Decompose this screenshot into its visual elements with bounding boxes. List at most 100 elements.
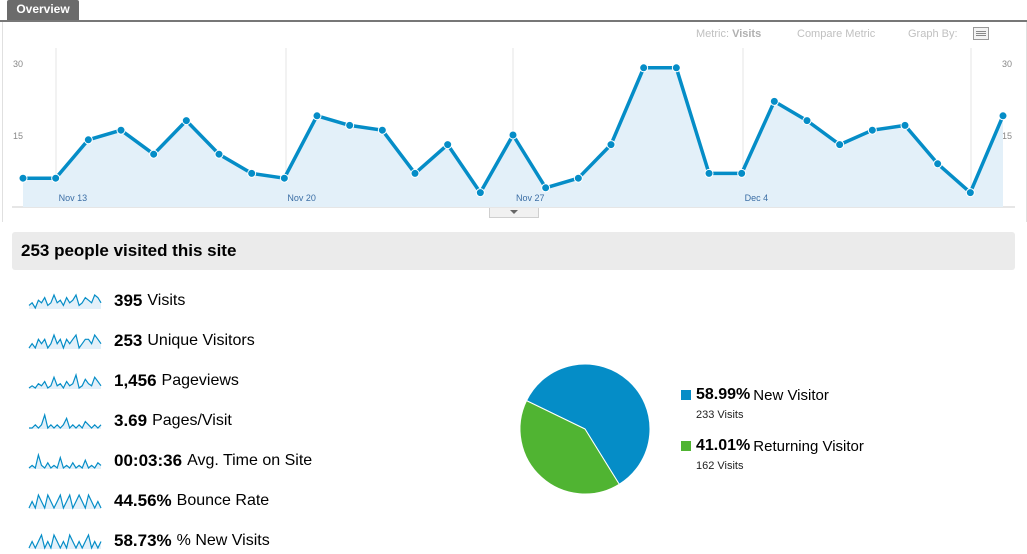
chart-point bbox=[443, 140, 453, 150]
sparkline bbox=[28, 493, 102, 510]
metric-value: 44.56% bbox=[114, 491, 172, 510]
chart-point bbox=[867, 125, 877, 135]
chart-point bbox=[149, 149, 159, 159]
metric-row: 1,456 Pageviews bbox=[28, 370, 239, 392]
sparkline bbox=[28, 452, 102, 470]
chart-point bbox=[83, 135, 93, 145]
summary-title: 253 people visited this site bbox=[12, 232, 1015, 270]
sparkline-fill bbox=[29, 375, 101, 389]
chart-point bbox=[835, 140, 845, 150]
sparkline bbox=[28, 333, 102, 350]
legend-visits: 233 Visits bbox=[696, 409, 744, 422]
metric-row: 3.69 Pages/Visit bbox=[28, 410, 232, 432]
x-tick-label: Nov 20 bbox=[287, 193, 316, 203]
sparkline-fill bbox=[29, 455, 101, 469]
metric-value: 58.73% bbox=[114, 531, 172, 550]
metric-selector[interactable]: Metric: Visits bbox=[696, 28, 761, 40]
chart-point bbox=[475, 188, 485, 198]
y-tick-label: 30 bbox=[13, 59, 23, 69]
graph-by-label: Graph By: bbox=[908, 28, 958, 40]
y-tick-label: 15 bbox=[13, 131, 23, 141]
metric-value: 00:03:36 bbox=[114, 451, 183, 470]
metric-label[interactable]: Visits bbox=[147, 292, 186, 309]
legend-visits: 162 Visits bbox=[696, 460, 744, 473]
sparkline-line bbox=[28, 493, 102, 510]
chart-point bbox=[704, 168, 714, 178]
chart-point bbox=[802, 116, 812, 126]
chart-point bbox=[900, 120, 910, 130]
tab-overview[interactable]: Overview bbox=[7, 0, 79, 20]
x-tick-label: Nov 13 bbox=[59, 193, 88, 203]
chart-point bbox=[279, 173, 289, 183]
x-tick-label: Nov 27 bbox=[516, 193, 545, 203]
metric-label[interactable]: Bounce Rate bbox=[176, 492, 270, 509]
chart-point bbox=[181, 116, 191, 126]
chart-point bbox=[410, 168, 420, 178]
y-tick-label-right: 15 bbox=[1002, 131, 1012, 141]
metric-label[interactable]: Pageviews bbox=[161, 372, 239, 389]
sparkline bbox=[28, 533, 102, 550]
sparkline-line bbox=[28, 293, 102, 310]
sparkline-fill bbox=[29, 335, 101, 349]
metric-label[interactable]: Unique Visitors bbox=[147, 332, 255, 349]
chart-point bbox=[573, 173, 583, 183]
visits-line-chart: 15 15 30 30 Nov 13 Nov 20 Nov 27 Dec 4 bbox=[12, 48, 1015, 208]
metric-row: 395 Visits bbox=[28, 290, 185, 312]
collapse-chart-button[interactable] bbox=[489, 208, 539, 218]
legend-swatch bbox=[681, 441, 691, 451]
chart-point bbox=[671, 63, 681, 73]
chart-point bbox=[965, 188, 975, 198]
sparkline bbox=[28, 293, 102, 310]
chart-point bbox=[541, 183, 551, 193]
metric-label[interactable]: % New Visits bbox=[176, 532, 270, 549]
chart-point bbox=[737, 168, 747, 178]
sparkline-line bbox=[28, 533, 102, 550]
chart-point bbox=[18, 173, 28, 183]
chart-point bbox=[508, 130, 518, 140]
x-axis-labels: Nov 13 Nov 20 Nov 27 Dec 4 bbox=[59, 193, 769, 203]
y-tick-label-right: 30 bbox=[1002, 59, 1012, 69]
legend-item: 58.99% New Visitor 233 Visits bbox=[681, 386, 829, 421]
legend-swatch bbox=[681, 390, 691, 400]
sparkline-line bbox=[28, 372, 102, 390]
metric-prefix: Metric: bbox=[696, 28, 729, 40]
chart-point bbox=[51, 173, 61, 183]
sparkline-fill bbox=[29, 535, 101, 549]
y-axis-labels: 15 15 30 30 bbox=[13, 59, 1012, 141]
chart-point bbox=[312, 111, 322, 121]
sparkline-line bbox=[28, 333, 102, 350]
chart-point bbox=[116, 125, 126, 135]
sparkline-line bbox=[29, 412, 102, 430]
metric-value: 3.69 bbox=[114, 411, 148, 430]
chart-point bbox=[606, 140, 616, 150]
chart-point bbox=[247, 168, 257, 178]
chart-point bbox=[998, 111, 1008, 121]
metric-row: 44.56% Bounce Rate bbox=[28, 490, 269, 512]
pie-slice bbox=[519, 399, 620, 495]
metric-row: 58.73%% New Visits bbox=[28, 530, 270, 552]
legend-label: New Visitor bbox=[753, 386, 829, 404]
chart-point bbox=[769, 96, 779, 106]
x-tick-label: Dec 4 bbox=[745, 193, 769, 203]
compare-metric-link[interactable]: Compare Metric bbox=[797, 28, 876, 40]
legend-percent: 41.01% bbox=[696, 437, 751, 454]
metric-label[interactable]: Pages/Visit bbox=[152, 412, 232, 429]
visitor-pie-chart bbox=[519, 363, 651, 495]
legend-item: 41.01% Returning Visitor 162 Visits bbox=[681, 437, 864, 472]
metric-value: 253 bbox=[114, 331, 143, 350]
chart-points bbox=[18, 63, 1008, 198]
metric-label[interactable]: Avg. Time on Site bbox=[187, 452, 313, 469]
chart-point bbox=[639, 63, 649, 73]
metric-row: 253 Unique Visitors bbox=[28, 330, 255, 352]
pie-slice bbox=[525, 363, 651, 485]
metric-value: 1,456 bbox=[114, 371, 157, 390]
legend-label: Returning Visitor bbox=[753, 437, 864, 455]
calendar-icon[interactable] bbox=[973, 27, 989, 40]
legend-percent: 58.99% bbox=[696, 386, 751, 403]
sparkline bbox=[29, 412, 102, 430]
chart-point bbox=[214, 149, 224, 159]
tab-bar: Overview bbox=[0, 0, 1027, 22]
metric-row: 00:03:36 Avg. Time on Site bbox=[28, 450, 312, 472]
sparkline-line bbox=[28, 452, 102, 470]
sparkline bbox=[28, 372, 102, 390]
